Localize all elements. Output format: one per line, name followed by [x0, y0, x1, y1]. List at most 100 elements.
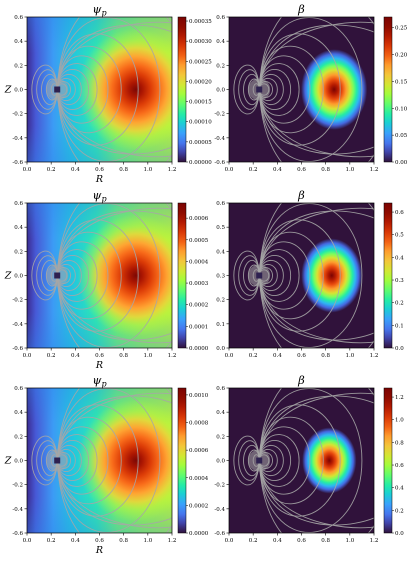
y-tick-label: 0.6: [216, 15, 225, 21]
contour-line: [56, 416, 122, 505]
x-axis-label: R: [95, 174, 103, 185]
x-tick-label: 0.2: [249, 167, 258, 173]
contour-line: [56, 219, 139, 332]
contour-line: [258, 33, 341, 146]
colorbar-tick-label: 0.4: [395, 486, 404, 492]
y-tick-label: -0.2: [12, 483, 23, 489]
contour-line: [56, 460, 172, 526]
contour-line: [258, 55, 311, 124]
panel-title: ψp: [92, 373, 106, 389]
colorbar-tick-label: 0.00005: [189, 140, 212, 146]
contour-line: [243, 74, 260, 105]
contour-line: [258, 249, 300, 302]
contour-line: [258, 69, 292, 110]
colorbar-tick-label: 0.0004: [189, 259, 209, 265]
y-tick-label: 0.0: [216, 459, 225, 465]
colorbar-tick-label: 0.4: [395, 255, 404, 261]
contour-line: [56, 207, 172, 276]
colorbar-tick-label: 0.0000: [189, 346, 209, 352]
contour-line: [41, 260, 58, 291]
y-tick-label: -0.6: [214, 160, 225, 166]
coil-marker: [256, 272, 263, 279]
colorbar-tick-label: 0.00000: [189, 160, 212, 166]
contour-line: [56, 395, 172, 461]
panel-title: ψp: [92, 2, 106, 18]
contour-line: [56, 63, 98, 116]
y-axis-label: Z: [4, 456, 12, 467]
contour-line: [258, 434, 300, 487]
colorbar-tick-label: 0.00015: [189, 100, 212, 106]
contour-line: [41, 74, 58, 105]
y-tick-label: 0.2: [216, 63, 225, 69]
contour-line: [258, 207, 374, 276]
contour-line: [258, 219, 341, 332]
y-axis-label: Z: [4, 271, 12, 282]
colorbar-tick-label: 0.0004: [189, 476, 209, 482]
y-tick-label: -0.6: [12, 346, 23, 352]
panel-title: ψp: [92, 188, 106, 204]
y-tick-label: -0.4: [12, 507, 23, 513]
colorbar-tick-label: 0.3: [395, 278, 404, 284]
x-tick-label: 0.4: [273, 538, 282, 544]
y-tick-label: -0.6: [214, 531, 225, 537]
heatmap-field: [229, 388, 374, 533]
x-tick-label: 0.8: [119, 353, 128, 359]
contour-line: [258, 231, 324, 320]
coil-marker: [256, 457, 263, 464]
contour-line: [56, 404, 139, 517]
panel-title: β: [297, 373, 305, 387]
contour-line: [56, 426, 109, 495]
x-tick-label: 0.4: [71, 167, 80, 173]
contour-line: [238, 255, 260, 296]
contour-line: [41, 445, 58, 476]
y-tick-label: 0.4: [216, 410, 225, 416]
y-tick-label: -0.2: [214, 483, 225, 489]
contour-line: [56, 444, 82, 477]
panel-r2c2: 0.0 0.2 0.4 0.6 0.8 1.0 1.2 0.6 0.5 0.4 0.3 0.2 0.1 0…: [216, 188, 404, 359]
contour-line: [238, 440, 260, 481]
contour-line: [56, 460, 172, 529]
contour-line: [258, 460, 374, 526]
contour-line: [258, 17, 363, 162]
x-tick-label: 0.0: [225, 538, 234, 544]
y-tick-label: 0.2: [216, 434, 225, 440]
x-tick-label: 1.0: [345, 167, 354, 173]
x-tick-label: 0.0: [23, 167, 32, 173]
contour-line: [56, 255, 90, 296]
colorbar-tick-label: 0.0003: [189, 281, 209, 287]
y-tick-label: -0.2: [12, 298, 23, 304]
colorbar-tick-label: 0.00010: [189, 120, 212, 126]
y-tick-label: 0.0: [14, 274, 23, 280]
colorbar-tick-label: 0.0: [395, 531, 404, 537]
y-tick-label: 0.6: [14, 201, 23, 207]
x-tick-label: 0.6: [297, 167, 306, 173]
x-tick-label: 1.2: [168, 353, 177, 359]
y-tick-label: 0.4: [14, 410, 23, 416]
x-axis-label: R: [95, 545, 103, 556]
contour-line: [56, 17, 161, 162]
x-tick-label: 1.2: [370, 167, 379, 173]
colorbar: [177, 16, 187, 163]
y-tick-label: 0.6: [216, 386, 225, 392]
contour-line: [56, 259, 82, 292]
contour-line: [258, 73, 284, 106]
colorbar: [383, 387, 393, 534]
y-tick-label: -0.4: [214, 136, 225, 142]
contour-line: [56, 275, 172, 341]
contour-line: [56, 55, 109, 124]
y-tick-label: 0.6: [216, 201, 225, 207]
y-tick-label: -0.2: [12, 112, 23, 118]
x-axis-label: R: [95, 360, 103, 371]
colorbar-tick-label: 0.0006: [189, 216, 209, 222]
contour-line: [258, 275, 374, 341]
colorbar-tick-label: 0.00030: [189, 39, 212, 45]
y-tick-label: 0.2: [14, 249, 23, 255]
y-tick-label: 0.0: [216, 88, 225, 94]
contour-line: [56, 69, 90, 110]
colorbar-tick-label: 0.2: [395, 508, 404, 514]
contour-line: [56, 210, 172, 276]
y-tick-label: 0.0: [14, 459, 23, 465]
y-tick-label: 0.4: [216, 249, 225, 255]
contour-line: [56, 388, 161, 533]
x-tick-label: 0.8: [321, 538, 330, 544]
